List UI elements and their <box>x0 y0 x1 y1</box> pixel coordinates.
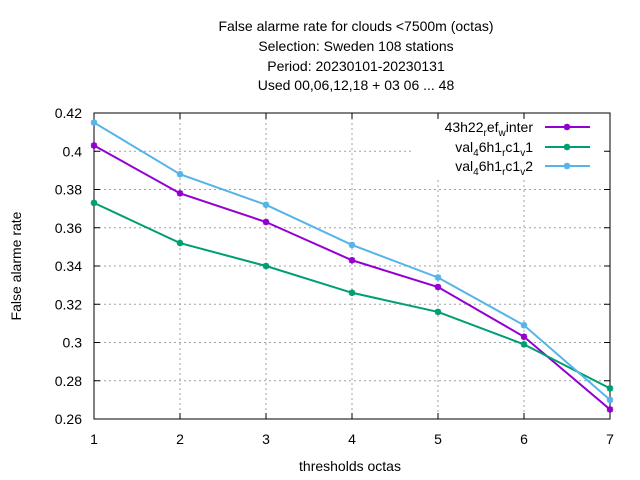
point-bar-d2 <box>606 406 614 413</box>
y-axis-label: False alarme rate <box>8 211 24 320</box>
point-bar-d2 <box>520 322 528 329</box>
point-bar-d2 <box>606 396 614 403</box>
point-bar-d2 <box>262 218 270 226</box>
y-tick-label: 0.26 <box>55 411 82 427</box>
data-point <box>262 262 270 270</box>
point-bar-d2 <box>348 289 356 296</box>
point-bar-d2 <box>434 308 442 316</box>
data-point <box>176 239 184 247</box>
title-line-1: False alarme rate for clouds <7500m (oct… <box>218 18 493 34</box>
series-layer <box>90 119 614 413</box>
data-point <box>606 406 614 413</box>
x-tick-label: 1 <box>90 431 98 447</box>
legend-label-3: val46h1rc1v2 <box>455 158 533 178</box>
point-bar-d2 <box>563 162 571 170</box>
data-point <box>434 274 442 281</box>
legend-swatch-point <box>563 162 571 170</box>
series-1 <box>90 142 614 413</box>
x-tick-label: 5 <box>434 431 442 447</box>
chart-title: False alarme rate for clouds <7500m (oct… <box>218 18 493 93</box>
data-point <box>606 396 614 404</box>
y-tick-label: 0.36 <box>55 220 82 236</box>
title-line-2: Selection: Sweden 108 stations <box>258 38 453 54</box>
y-tick-label: 0.42 <box>55 105 82 121</box>
data-point <box>176 190 184 197</box>
legend-swatch-point <box>563 123 571 131</box>
x-tick-label: 2 <box>176 431 184 447</box>
y-tick-label: 0.34 <box>55 258 82 274</box>
x-tick-label: 4 <box>348 431 356 447</box>
x-axis-label: thresholds octas <box>299 458 401 474</box>
series-3 <box>90 119 614 404</box>
series-2 <box>90 199 614 392</box>
data-point <box>348 289 356 296</box>
point-bar-d2 <box>90 119 98 126</box>
point-bar-d2 <box>176 190 184 197</box>
data-point <box>434 308 442 316</box>
legend-swatch-point <box>563 143 571 151</box>
point-bar-d2 <box>348 241 356 249</box>
x-tick-label: 6 <box>520 431 528 447</box>
point-bar-d2 <box>90 142 98 149</box>
legend: 43h22refwinter val46h1rc1v1 val46h1rc1v2 <box>445 119 590 178</box>
point-bar-d2 <box>176 171 184 178</box>
y-tick-label: 0.28 <box>55 373 82 389</box>
data-point <box>520 341 528 348</box>
point-bar-d2 <box>434 274 442 281</box>
data-point <box>606 385 614 392</box>
point-bar-d2 <box>563 143 571 151</box>
legend-label-1: 43h22refwinter <box>445 119 534 139</box>
legend-entry-1: 43h22refwinter <box>445 119 590 139</box>
y-tick-label: 0.3 <box>63 335 83 351</box>
data-point <box>348 241 356 249</box>
y-tick-label: 0.4 <box>63 143 83 159</box>
point-bar-d2 <box>606 385 614 392</box>
title-line-4: Used 00,06,12,18 + 03 06 ... 48 <box>258 77 455 93</box>
y-tick-label: 0.38 <box>55 182 82 198</box>
point-bar-d2 <box>262 201 270 208</box>
data-point <box>90 142 98 149</box>
legend-entry-3: val46h1rc1v2 <box>455 158 590 178</box>
data-point <box>348 257 356 264</box>
data-point <box>90 119 98 126</box>
x-tick-label: 3 <box>262 431 270 447</box>
data-point <box>90 199 98 207</box>
data-point <box>262 218 270 226</box>
point-bar-d2 <box>434 283 442 291</box>
y-tick-label: 0.32 <box>55 296 82 312</box>
data-point <box>520 333 528 340</box>
legend-label-2: val46h1rc1v1 <box>455 139 533 159</box>
point-bar-d2 <box>90 199 98 206</box>
data-point <box>176 171 184 178</box>
point-bar-d2 <box>176 239 184 247</box>
point-bar-d2 <box>520 341 528 348</box>
ticks: 0.26 0.28 0.3 0.32 0.34 0.36 0.38 0.4 0.42 1 2 3 4 5 6… <box>55 105 614 447</box>
point-bar-d2 <box>563 123 571 131</box>
data-point <box>520 322 528 329</box>
point-bar-d2 <box>520 333 528 340</box>
x-tick-label: 7 <box>606 431 614 447</box>
title-line-3: Period: 20230101-20230131 <box>267 58 445 74</box>
data-point <box>262 201 270 208</box>
point-bar-d2 <box>348 257 356 264</box>
legend-entry-2: val46h1rc1v1 <box>455 139 590 159</box>
point-bar-d2 <box>262 262 270 270</box>
data-point <box>434 283 442 291</box>
